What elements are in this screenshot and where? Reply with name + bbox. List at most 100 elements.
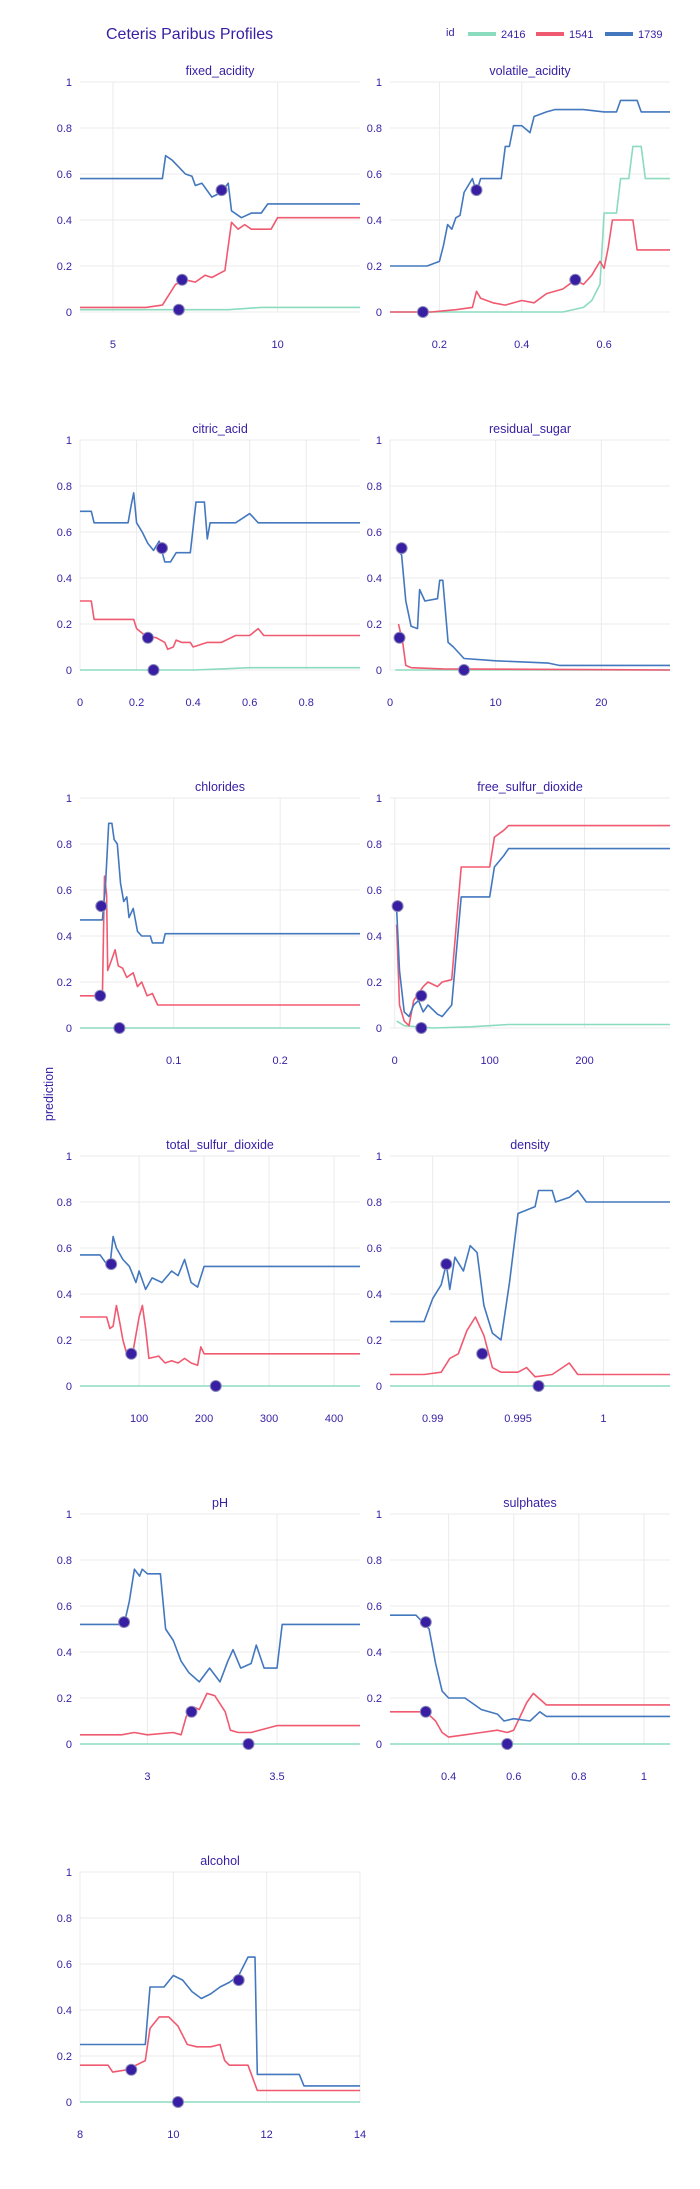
observation-point-2416[interactable] bbox=[415, 1022, 428, 1034]
y-tick-label: 1 bbox=[376, 77, 382, 89]
x-tick-label: 0 bbox=[392, 1055, 398, 1067]
y-tick-label: 0.4 bbox=[367, 931, 382, 943]
observation-point-1541[interactable] bbox=[176, 273, 189, 286]
x-tick-label: 0.4 bbox=[514, 339, 529, 351]
legend-item-1739[interactable]: 1739 bbox=[605, 29, 662, 41]
profile-line-1541 bbox=[390, 1316, 670, 1378]
observation-point-2416[interactable] bbox=[147, 664, 160, 676]
y-tick-label: 0.6 bbox=[57, 885, 72, 897]
chart-title: Ceteris Paribus Profiles bbox=[106, 26, 273, 43]
x-tick-label: 0.1 bbox=[166, 1055, 181, 1067]
y-tick-label: 0.2 bbox=[367, 1335, 382, 1347]
x-tick-label: 3 bbox=[144, 1771, 150, 1783]
y-tick-label: 0 bbox=[376, 1381, 382, 1393]
observation-point-1541[interactable] bbox=[569, 273, 582, 286]
x-tick-label: 12 bbox=[261, 2129, 273, 2141]
x-tick-label: 400 bbox=[325, 1413, 343, 1425]
y-tick-label: 0.6 bbox=[367, 527, 382, 539]
observation-point-2416[interactable] bbox=[458, 664, 470, 676]
observation-point-1541[interactable] bbox=[185, 1705, 198, 1718]
y-tick-label: 1 bbox=[376, 435, 382, 447]
y-tick-label: 0.6 bbox=[367, 1601, 382, 1613]
y-tick-label: 1 bbox=[66, 435, 72, 447]
x-tick-label: 10 bbox=[490, 697, 502, 709]
observation-point-1739[interactable] bbox=[419, 1616, 432, 1629]
observation-point-1739[interactable] bbox=[470, 184, 483, 197]
y-tick-label: 0.4 bbox=[367, 215, 382, 227]
observation-point-2416[interactable] bbox=[416, 306, 429, 318]
y-tick-label: 0.2 bbox=[57, 2051, 72, 2063]
observation-point-1541[interactable] bbox=[141, 631, 154, 644]
observation-point-1739[interactable] bbox=[156, 542, 168, 555]
observation-point-1739[interactable] bbox=[215, 184, 228, 197]
y-tick-label: 0.2 bbox=[57, 1335, 72, 1347]
y-tick-label: 0.8 bbox=[57, 481, 72, 493]
observation-point-2416[interactable] bbox=[172, 303, 185, 316]
observation-point-1541[interactable] bbox=[94, 989, 107, 1002]
x-tick-label: 0.6 bbox=[596, 339, 611, 351]
y-tick-label: 0.2 bbox=[367, 261, 382, 273]
legend-item-2416[interactable]: 2416 bbox=[468, 29, 525, 41]
x-tick-label: 1 bbox=[641, 1771, 647, 1783]
y-tick-label: 0.4 bbox=[57, 1647, 72, 1659]
x-tick-label: 10 bbox=[272, 339, 284, 351]
observation-point-1739[interactable] bbox=[95, 900, 108, 913]
observation-point-1541[interactable] bbox=[415, 989, 428, 1002]
x-tick-label: 0 bbox=[77, 697, 83, 709]
y-tick-label: 0.4 bbox=[57, 215, 72, 227]
observation-point-1541[interactable] bbox=[125, 2063, 138, 2076]
observation-point-1739[interactable] bbox=[391, 900, 404, 913]
y-tick-label: 1 bbox=[376, 1509, 382, 1521]
y-tick-label: 0.8 bbox=[367, 839, 382, 851]
panel-free_sulfur_dioxide: free_sulfur_dioxide 0 0.2 0.4 0.6 0.8 1 0 100 200 bbox=[367, 780, 670, 1067]
profile-line-1739 bbox=[390, 1614, 670, 1722]
x-tick-label: 300 bbox=[260, 1413, 278, 1425]
observation-point-1739[interactable] bbox=[105, 1258, 118, 1271]
panel-title: citric_acid bbox=[192, 422, 248, 436]
observation-point-2416[interactable] bbox=[172, 2096, 184, 2108]
observation-point-1541[interactable] bbox=[476, 1347, 489, 1360]
observation-point-1739[interactable] bbox=[440, 1258, 453, 1271]
observation-point-2416[interactable] bbox=[242, 1738, 255, 1750]
y-tick-label: 0.6 bbox=[367, 169, 382, 181]
x-tick-label: 100 bbox=[480, 1055, 498, 1067]
y-tick-label: 0.2 bbox=[367, 1693, 382, 1705]
observation-point-1739[interactable] bbox=[395, 542, 408, 555]
observation-point-2416[interactable] bbox=[532, 1380, 545, 1392]
observation-point-2416[interactable] bbox=[501, 1738, 514, 1750]
legend[interactable]: id 2416 1541 1739 bbox=[446, 27, 662, 41]
y-tick-label: 0.8 bbox=[57, 1197, 72, 1209]
x-tick-label: 5 bbox=[110, 339, 116, 351]
profile-line-1541 bbox=[80, 1692, 360, 1736]
y-tick-label: 0.8 bbox=[57, 1913, 72, 1925]
y-tick-label: 1 bbox=[66, 77, 72, 89]
panel-title: pH bbox=[212, 1496, 228, 1510]
observation-point-1739[interactable] bbox=[118, 1616, 131, 1629]
x-tick-label: 0.8 bbox=[571, 1771, 586, 1783]
observation-point-1739[interactable] bbox=[232, 1974, 245, 1987]
x-tick-label: 0.4 bbox=[185, 697, 200, 709]
x-tick-label: 3.5 bbox=[269, 1771, 284, 1783]
observation-point-2416[interactable] bbox=[113, 1022, 126, 1034]
y-tick-label: 0.6 bbox=[57, 527, 72, 539]
observation-point-1541[interactable] bbox=[393, 631, 406, 644]
y-tick-label: 0.6 bbox=[57, 1601, 72, 1613]
y-tick-label: 0.8 bbox=[367, 481, 382, 493]
y-tick-label: 0.8 bbox=[367, 123, 382, 135]
x-tick-label: 200 bbox=[575, 1055, 593, 1067]
y-tick-label: 0.4 bbox=[57, 1289, 72, 1301]
observation-point-2416[interactable] bbox=[209, 1380, 222, 1392]
profile-line-1541 bbox=[80, 600, 360, 651]
x-tick-label: 10 bbox=[167, 2129, 179, 2141]
profile-line-1541 bbox=[80, 2016, 360, 2092]
y-tick-label: 0.4 bbox=[57, 931, 72, 943]
y-tick-label: 0 bbox=[66, 665, 72, 677]
y-tick-label: 0 bbox=[376, 307, 382, 319]
y-tick-label: 1 bbox=[66, 793, 72, 805]
observation-point-1541[interactable] bbox=[125, 1347, 138, 1360]
y-tick-label: 1 bbox=[376, 1151, 382, 1163]
observation-point-1541[interactable] bbox=[419, 1705, 432, 1718]
panel-total_sulfur_dioxide: total_sulfur_dioxide 0 0.2 0.4 0.6 0.8 1 100 200… bbox=[57, 1138, 360, 1425]
legend-item-1541[interactable]: 1541 bbox=[536, 29, 593, 41]
